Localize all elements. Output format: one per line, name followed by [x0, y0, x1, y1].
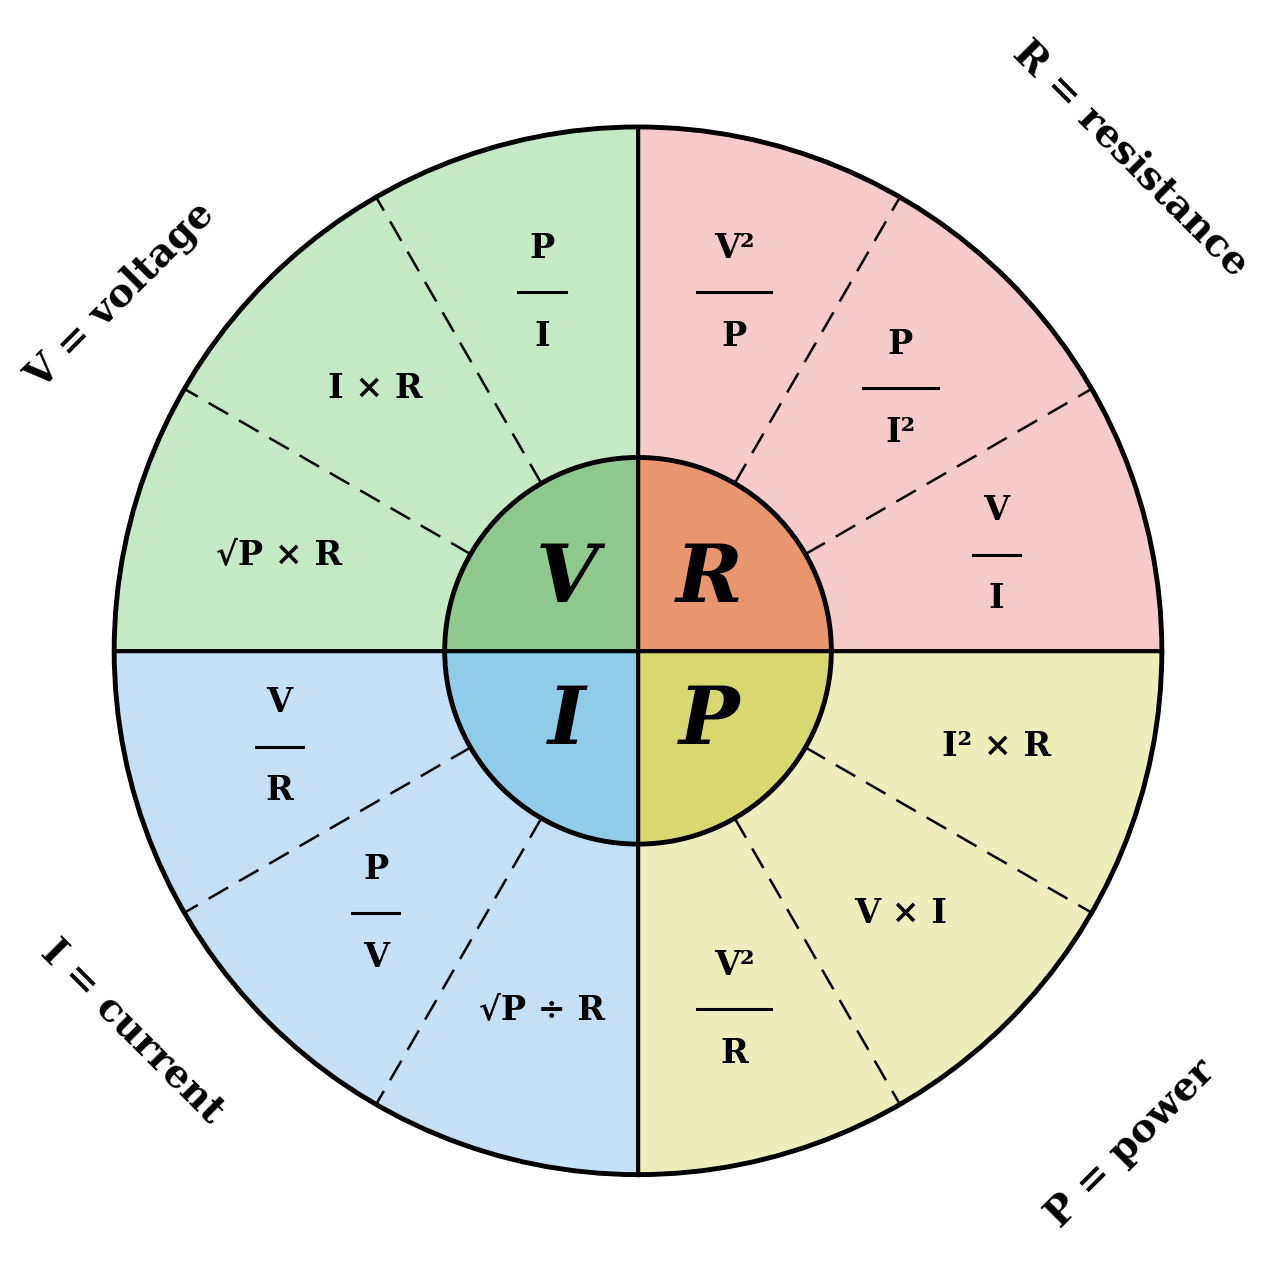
Text: R: R [721, 1037, 748, 1070]
Text: I: I [534, 320, 550, 353]
Polygon shape [637, 127, 1162, 650]
Text: V: V [362, 941, 389, 974]
Polygon shape [637, 457, 831, 650]
Text: I × R: I × R [328, 372, 422, 404]
Text: P: P [888, 328, 913, 361]
Text: R: R [266, 774, 293, 808]
Polygon shape [444, 457, 637, 650]
Text: I = current: I = current [35, 932, 232, 1130]
Text: I²: I² [886, 416, 915, 449]
Text: I: I [988, 582, 1005, 616]
Text: V: V [983, 494, 1010, 527]
Text: P = power: P = power [1039, 1052, 1222, 1235]
Text: V = voltage: V = voltage [19, 195, 221, 397]
Text: R: R [676, 541, 742, 618]
Text: V²: V² [714, 232, 754, 265]
Polygon shape [637, 650, 1162, 1175]
Text: V: V [535, 541, 598, 618]
Polygon shape [114, 650, 637, 1175]
Text: P: P [364, 852, 388, 886]
Text: √P ÷ R: √P ÷ R [479, 993, 605, 1025]
Polygon shape [444, 650, 637, 844]
Text: V: V [266, 686, 293, 719]
Text: V²: V² [714, 948, 754, 982]
Text: P: P [722, 320, 746, 353]
Text: I: I [548, 684, 586, 760]
Text: P: P [678, 684, 740, 760]
Text: P: P [530, 232, 554, 265]
Text: I² × R: I² × R [942, 731, 1051, 763]
Text: √P × R: √P × R [216, 539, 343, 571]
Text: R = resistance: R = resistance [1006, 33, 1256, 283]
Text: V × I: V × I [854, 897, 947, 929]
Polygon shape [637, 650, 831, 844]
Polygon shape [114, 127, 637, 650]
